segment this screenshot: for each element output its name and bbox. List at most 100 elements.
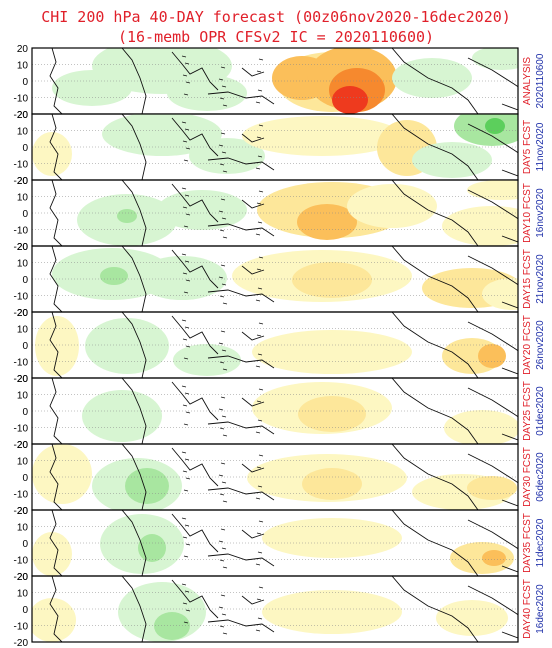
island-mark xyxy=(218,342,224,345)
y-tick-label: 10 xyxy=(17,391,29,402)
y-tick-label: 10 xyxy=(17,325,29,336)
island-mark xyxy=(219,163,225,166)
anomaly-blob xyxy=(482,278,518,310)
island-mark xyxy=(218,474,224,477)
coastline xyxy=(467,123,518,154)
y-tick-label: -10 xyxy=(14,490,29,501)
coastline xyxy=(501,631,518,639)
panel-4: 20 10 0 -10 -20 DAY20 FCST 26nov2020 xyxy=(14,308,546,385)
island-mark xyxy=(258,388,264,391)
y-tick-label: -10 xyxy=(14,226,29,237)
chart-title-line2: (16-memb OPR CFSv2 IC = 2020110600) xyxy=(117,28,435,46)
island-mark xyxy=(220,462,226,465)
panel-date: 2020110600 xyxy=(535,53,546,108)
island-mark xyxy=(255,431,261,434)
panel-date: 16dec2020 xyxy=(535,584,546,634)
island-mark xyxy=(181,253,187,256)
island-mark xyxy=(221,547,227,550)
island-mark xyxy=(220,396,226,399)
panel-date: 16nov2020 xyxy=(535,188,546,238)
coastline xyxy=(467,585,518,616)
island-mark xyxy=(255,233,261,236)
coastline xyxy=(171,447,219,487)
island-mark xyxy=(184,524,190,527)
coastline xyxy=(49,114,63,180)
coastline xyxy=(467,453,518,484)
coastline xyxy=(171,315,219,355)
island-mark xyxy=(258,256,264,259)
y-tick-label: 20 xyxy=(17,572,29,583)
y-tick-label: 10 xyxy=(17,61,29,72)
island-mark xyxy=(258,322,264,325)
coastline xyxy=(501,235,518,243)
panel-label: DAY10 FCST xyxy=(522,183,533,243)
anomaly-blob xyxy=(297,204,357,240)
coastline xyxy=(241,331,265,341)
coastline xyxy=(207,289,275,303)
chart-title-line1: CHI 200 hPa 40-DAY forecast (00z06nov202… xyxy=(41,8,511,26)
y-tick-label: -10 xyxy=(14,94,29,105)
island-mark xyxy=(256,400,262,403)
island-mark xyxy=(222,104,228,107)
coastline xyxy=(391,378,479,444)
y-tick-label: 10 xyxy=(17,589,29,600)
island-mark xyxy=(221,349,227,352)
panel-label: DAY40 FCST xyxy=(522,579,533,639)
island-mark xyxy=(184,590,190,593)
island-mark xyxy=(257,485,263,488)
y-tick-label: 10 xyxy=(17,127,29,138)
y-tick-label: -10 xyxy=(14,622,29,633)
island-mark xyxy=(256,532,262,535)
island-mark xyxy=(222,170,228,173)
island-mark xyxy=(181,385,187,388)
island-mark xyxy=(182,536,188,539)
coastline xyxy=(241,265,265,275)
island-mark xyxy=(182,272,188,275)
coastline xyxy=(391,444,479,510)
anomaly-blob xyxy=(242,116,402,156)
panel-7: 20 10 0 -10 -20 DAY35 FCST 11dec2020 xyxy=(14,506,546,583)
island-mark xyxy=(183,159,189,162)
island-mark xyxy=(183,423,189,426)
island-mark xyxy=(220,528,226,531)
anomaly-blob xyxy=(32,598,76,642)
anomaly-blob xyxy=(485,118,505,134)
island-mark xyxy=(184,260,190,263)
island-mark xyxy=(218,78,224,81)
island-mark xyxy=(258,190,264,193)
island-mark xyxy=(185,213,191,216)
island-mark xyxy=(221,85,227,88)
island-mark xyxy=(221,415,227,418)
island-mark xyxy=(184,458,190,461)
anomaly-blob xyxy=(100,267,128,285)
panel-label: DAY35 FCST xyxy=(522,513,533,573)
y-tick-label: 20 xyxy=(17,176,29,187)
island-mark xyxy=(255,299,261,302)
anomaly-blob xyxy=(167,75,247,111)
y-tick-label: -20 xyxy=(14,110,29,121)
y-tick-label: 0 xyxy=(22,77,28,88)
y-tick-label: -20 xyxy=(14,374,29,385)
island-mark xyxy=(255,497,261,500)
anomaly-blob xyxy=(82,390,162,442)
panel-0: 20 10 0 -10 -20 ANALYSIS 2020110600 xyxy=(14,44,546,121)
coastline xyxy=(501,565,518,573)
panel-3: 20 10 0 -10 -20 DAY15 FCST 21nov2020 xyxy=(14,242,546,319)
anomaly-blob xyxy=(298,396,366,432)
island-mark xyxy=(185,609,191,612)
y-tick-label: 0 xyxy=(22,407,28,418)
anomaly-blob xyxy=(436,600,508,636)
panel-label: DAY25 FCST xyxy=(522,381,533,441)
y-tick-label: -10 xyxy=(14,424,29,435)
coastline xyxy=(171,381,219,421)
coastline xyxy=(241,67,265,77)
island-mark xyxy=(220,264,226,267)
island-mark xyxy=(219,625,225,628)
anomaly-blob xyxy=(32,444,92,504)
panel-date: 11dec2020 xyxy=(535,518,546,567)
island-mark xyxy=(255,563,261,566)
anomaly-blob xyxy=(154,612,190,640)
coastline xyxy=(49,576,63,642)
island-mark xyxy=(185,411,191,414)
